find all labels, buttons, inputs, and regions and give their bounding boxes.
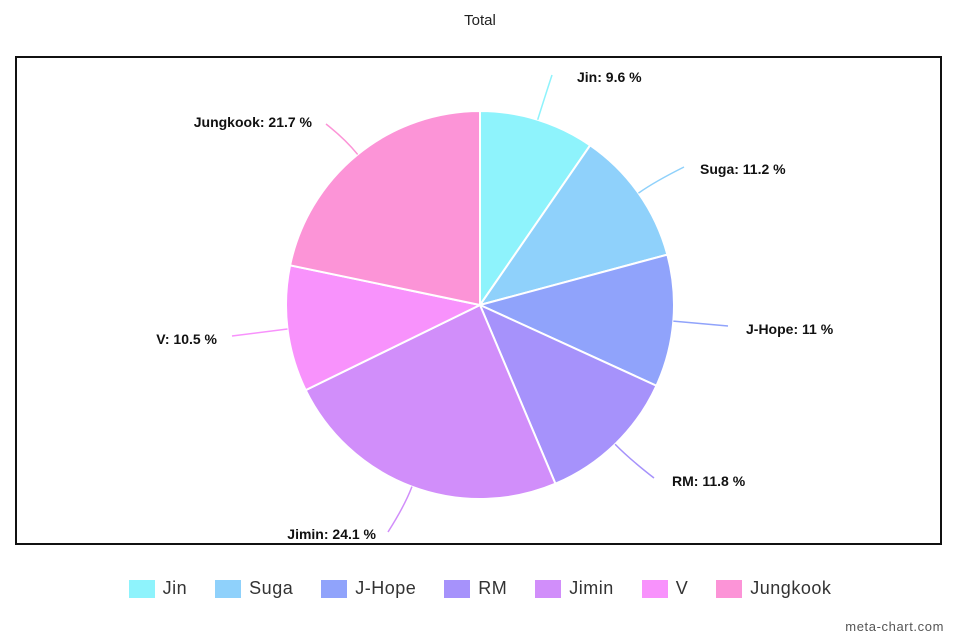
legend-swatch [535,579,562,598]
legend-item-jin: Jin [128,578,188,599]
leader-line-j-hope [673,320,729,327]
slice-label-rm: RM: 11.8 % [672,473,746,489]
legend-item-jungkook: Jungkook [716,578,831,599]
leader-line-rm [614,443,655,479]
legend-label: Jungkook [750,578,832,598]
leader-line-v [231,328,288,337]
slice-label-jin: Jin: 9.6 % [577,69,642,85]
slice-label-jimin: Jimin: 24.1 % [287,526,376,542]
chart-title: Total [464,12,496,29]
legend-swatch [641,579,668,598]
legend: Jin Suga J-Hope RM Jimin V Jungkook [0,578,960,599]
legend-label: V [675,578,689,598]
legend-swatch [128,579,155,598]
slice-label-v: V: 10.5 % [156,331,217,347]
slice-label-suga: Suga: 11.2 % [700,161,786,177]
legend-swatch [215,579,242,598]
legend-item-j-hope: J-Hope [321,578,416,599]
legend-swatch [321,579,348,598]
legend-swatch [444,579,471,598]
leader-line-jimin [387,486,413,533]
legend-label: RM [478,578,508,598]
leader-line-jin [536,74,553,120]
watermark: meta-chart.com [845,619,944,634]
slice-label-j-hope: J-Hope: 11 % [746,321,834,337]
legend-item-suga: Suga [215,578,293,599]
legend-item-v: V [641,578,689,599]
leader-line-suga [638,166,685,194]
legend-label: Jin [162,578,188,598]
pie-slice-jungkook [288,109,481,307]
slice-label-jungkook: Jungkook: 21.7 % [194,114,313,130]
pie-slice-rm [478,303,658,486]
legend-swatch [716,579,743,598]
legend-label: Suga [249,578,294,598]
chart-frame [15,56,942,545]
pie-slice-jin [479,109,592,309]
leader-line-jungkook [325,123,359,155]
legend-item-jimin: Jimin [535,578,614,599]
legend-label: Jimin [569,578,614,598]
legend-item-rm: RM [444,578,507,599]
legend-label: J-Hope [355,578,417,598]
pie-slice-j-hope [477,253,675,388]
